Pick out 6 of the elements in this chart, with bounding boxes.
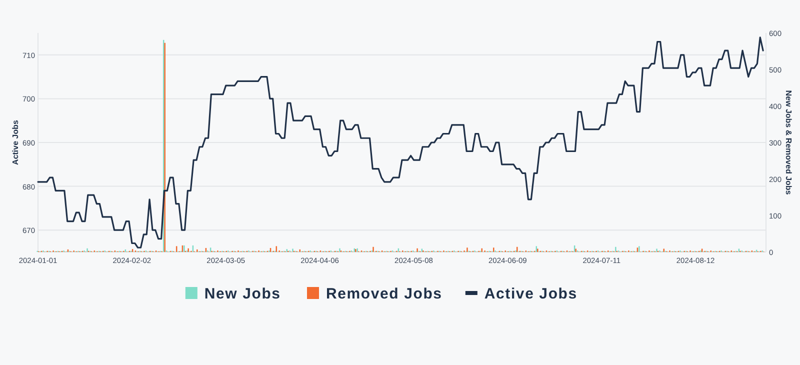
y2-axis-title: New Jobs & Removed Jobs	[784, 90, 793, 196]
legend-label: New Jobs	[204, 286, 281, 302]
line-series	[37, 36, 764, 248]
y-axis-title: Active Jobs	[11, 119, 20, 165]
legend-label: Active Jobs	[484, 286, 578, 302]
legend-label: Removed Jobs	[326, 286, 442, 302]
